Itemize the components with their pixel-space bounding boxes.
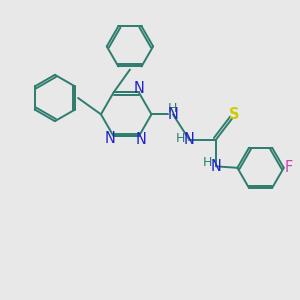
Text: H: H — [176, 132, 186, 145]
Text: N: N — [136, 132, 147, 147]
Text: H: H — [168, 102, 178, 115]
Text: S: S — [229, 107, 239, 122]
Text: N: N — [134, 81, 144, 96]
Text: N: N — [211, 159, 221, 174]
Text: H: H — [203, 156, 212, 169]
Text: N: N — [105, 131, 116, 146]
Text: N: N — [167, 107, 178, 122]
Text: F: F — [285, 160, 293, 175]
Text: N: N — [184, 132, 195, 147]
